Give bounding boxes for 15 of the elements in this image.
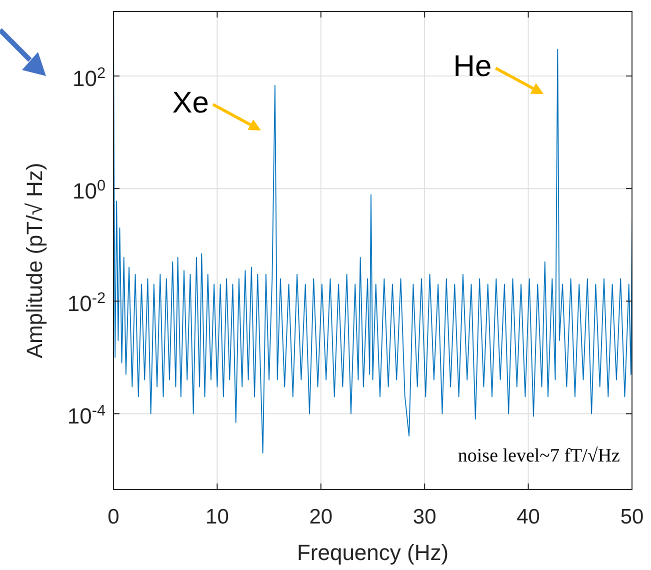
- x-tick-label: 20: [309, 506, 333, 528]
- x-tick-label: 10: [206, 506, 229, 528]
- x-axis-title: Frequency (Hz): [296, 540, 449, 565]
- x-tick-label: 40: [516, 506, 540, 528]
- annotation: noise level~7 fT/√Hz: [458, 446, 620, 466]
- x-tick-label: 30: [412, 506, 436, 528]
- x-tick-label: 50: [620, 506, 644, 528]
- annotation: He: [453, 50, 492, 84]
- y-axis-title: Amplitude (pT/√ Hz): [22, 162, 47, 358]
- y-tick-label: 10$^{2}$: [72, 64, 106, 92]
- y-tick-label: 10$^{-4}$: [67, 402, 106, 429]
- x-tick-label: 0: [108, 506, 120, 528]
- y-tick-label: 10$^{-2}$: [67, 290, 106, 316]
- annotation: Xe: [172, 86, 209, 120]
- y-tick-label: 10$^{0}$: [72, 177, 106, 204]
